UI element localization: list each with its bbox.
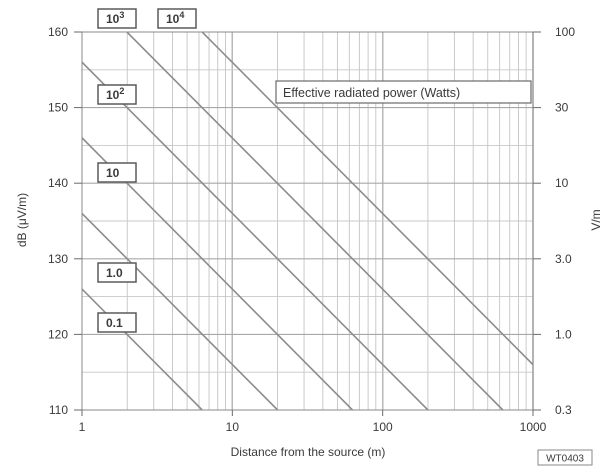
series-label: 0.1 <box>106 316 123 330</box>
y-tick-label-left: 130 <box>48 252 68 266</box>
y-tick-label-left: 110 <box>49 403 68 417</box>
figure-code-badge: WT0403 <box>537 449 593 466</box>
x-tick-label: 100 <box>373 420 393 434</box>
y-tick-label-left: 120 <box>48 327 68 341</box>
series-label-box <box>97 162 137 183</box>
series-line <box>125 32 504 410</box>
y-tick-label-right: 0.3 <box>555 403 572 417</box>
series-label-box <box>97 8 137 29</box>
y-tick-label-right: 10 <box>555 176 569 190</box>
series-line <box>82 137 354 410</box>
y-tick-label-left: 150 <box>48 101 68 115</box>
y-axis-title-left: dB (μV/m) <box>15 193 29 247</box>
x-axis-title: Distance from the source (m) <box>231 445 386 459</box>
y-tick-label-right: 30 <box>555 101 569 115</box>
x-tick-label: 10 <box>226 420 240 434</box>
tick-labels: 1 10 100 10001101201301401501600.31.03.0103… <box>48 25 575 434</box>
series-label: 10 <box>106 166 120 180</box>
series-line <box>82 61 429 410</box>
y-tick-label-left: 160 <box>48 25 68 39</box>
series-label-box <box>97 262 137 283</box>
series-label-box <box>157 8 197 29</box>
series-lines <box>82 32 533 410</box>
x-tick-label: 1 <box>79 420 86 434</box>
series-line <box>82 288 203 410</box>
series-line <box>200 32 533 366</box>
y-tick-label-right: 1.0 <box>555 327 572 341</box>
y-tick-label-left: 140 <box>48 176 68 190</box>
series-label: 1.0 <box>106 266 123 280</box>
series-label-box <box>97 312 137 333</box>
y-axis-title-right: V/m <box>589 209 603 230</box>
y-tick-label-right: 3.0 <box>555 252 572 266</box>
annotation-box: Effective radiated power (Watts) <box>275 80 532 104</box>
figure-code: WT0403 <box>546 454 584 465</box>
plot-frame <box>81 31 534 411</box>
x-tick-label: 1000 <box>520 420 547 434</box>
series-line <box>82 212 279 410</box>
annotation-text: Effective radiated power (Watts) <box>283 86 460 100</box>
y-tick-label-right: 100 <box>555 25 575 39</box>
series-label-box <box>97 84 137 105</box>
